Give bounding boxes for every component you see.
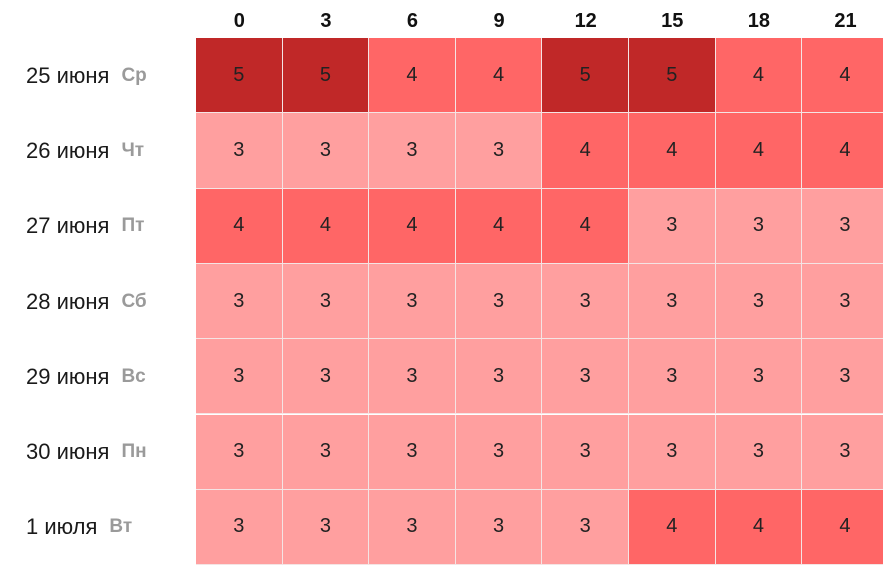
heatmap-cell: 5 — [629, 38, 716, 114]
heatmap-cell: 3 — [629, 339, 716, 415]
row-weekday-label: Вт — [109, 516, 133, 538]
heatmap-cell: 4 — [455, 38, 543, 114]
heatmap-cell: 4 — [715, 38, 803, 114]
heatmap-cell: 4 — [282, 188, 370, 264]
heatmap-cell: 3 — [282, 414, 370, 490]
heatmap-cell: 3 — [369, 263, 456, 340]
heatmap-cell: 4 — [802, 38, 883, 114]
column-header: 12 — [574, 10, 597, 32]
heatmap-cell: 4 — [802, 113, 883, 189]
heatmap-cell: 3 — [196, 113, 283, 189]
row-header: 25 июня Ср — [0, 38, 147, 113]
heatmap-cell: 3 — [455, 113, 543, 189]
heatmap-cell: 4 — [542, 188, 629, 264]
heatmap-cell: 3 — [715, 263, 803, 340]
column-header: 3 — [320, 10, 332, 32]
column-header: 6 — [406, 10, 419, 32]
row-weekday-label: Чт — [121, 139, 145, 161]
column-header: 15 — [661, 10, 684, 32]
row-weekday-label: Сб — [121, 290, 147, 312]
heatmap-cell: 3 — [629, 188, 716, 264]
row-date-label: 29 июня — [26, 363, 110, 389]
heatmap-cell: 3 — [196, 414, 283, 490]
heatmap-cell: 3 — [802, 188, 883, 264]
heatmap-cell: 4 — [715, 489, 803, 565]
heatmap-cell: 3 — [715, 414, 803, 490]
row-date-label: 1 июля — [26, 514, 98, 540]
column-header: 21 — [834, 10, 857, 32]
row-header: 27 июня Пт — [0, 189, 144, 264]
row-weekday-label: Пт — [121, 215, 145, 237]
heatmap-cell: 3 — [282, 339, 370, 415]
heatmap-cell: 3 — [802, 339, 883, 415]
heatmap-cell: 3 — [802, 414, 883, 490]
heatmap-cell: 3 — [282, 263, 370, 340]
heatmap-cell: 3 — [455, 489, 543, 565]
heatmap-cell: 4 — [629, 489, 716, 565]
heatmap-cell: 3 — [629, 263, 716, 340]
heatmap-cell: 3 — [369, 489, 456, 565]
heatmap-cell: 4 — [369, 38, 456, 114]
column-header: 9 — [493, 10, 505, 32]
heatmap-cell: 3 — [282, 113, 370, 189]
row-date-label: 26 июня — [26, 137, 110, 163]
heatmap-cell: 3 — [196, 339, 283, 415]
heatmap-cell: 3 — [542, 263, 629, 340]
heatmap-cell: 3 — [542, 414, 629, 490]
row-date-label: 30 июня — [26, 439, 110, 465]
heatmap-cell: 3 — [369, 113, 456, 189]
heatmap-cell: 3 — [802, 263, 883, 340]
heatmap-cell: 3 — [369, 339, 456, 415]
heatmap-cell: 4 — [802, 489, 883, 565]
heatmap-cell: 3 — [282, 489, 370, 565]
heatmap-cell: 5 — [196, 38, 283, 114]
heatmap-cell: 3 — [542, 489, 629, 565]
row-header: 30 июня Пн — [0, 415, 147, 490]
row-weekday-label: Вс — [121, 365, 146, 387]
heatmap-cell: 4 — [369, 188, 456, 264]
row-weekday-label: Пн — [121, 441, 147, 463]
row-date-label: 25 июня — [26, 62, 110, 88]
row-header: 26 июня Чт — [0, 113, 144, 188]
row-date-label: 28 июня — [26, 288, 110, 314]
column-header: 18 — [747, 10, 771, 32]
row-header: 29 июня Вс — [0, 339, 146, 414]
heatmap-cell: 3 — [369, 414, 456, 490]
heatmap-cell: 5 — [542, 38, 629, 114]
row-weekday-label: Ср — [121, 64, 147, 86]
column-header: 0 — [233, 10, 245, 32]
heatmap-cell: 4 — [196, 188, 283, 264]
heatmap-cell: 3 — [455, 263, 543, 340]
heatmap-cell: 3 — [196, 263, 283, 340]
row-header: 28 июня Сб — [0, 264, 147, 339]
heatmap-cell: 4 — [715, 113, 803, 189]
heatmap-cell: 4 — [542, 113, 629, 189]
heatmap-cell: 3 — [715, 188, 803, 264]
heatmap-cell: 3 — [715, 339, 803, 415]
heatmap-cell: 3 — [196, 489, 283, 565]
heatmap-cell: 4 — [455, 188, 543, 264]
heatmap-cell: 3 — [455, 339, 543, 415]
heatmap-cell: 4 — [629, 113, 716, 189]
row-header: 1 июля Вт — [0, 490, 132, 565]
heatmap-cell: 3 — [455, 414, 543, 490]
heatmap-cell: 5 — [282, 38, 370, 114]
row-date-label: 27 июня — [26, 213, 110, 239]
heatmap-cell: 3 — [629, 414, 716, 490]
heatmap-cell: 3 — [542, 339, 629, 415]
